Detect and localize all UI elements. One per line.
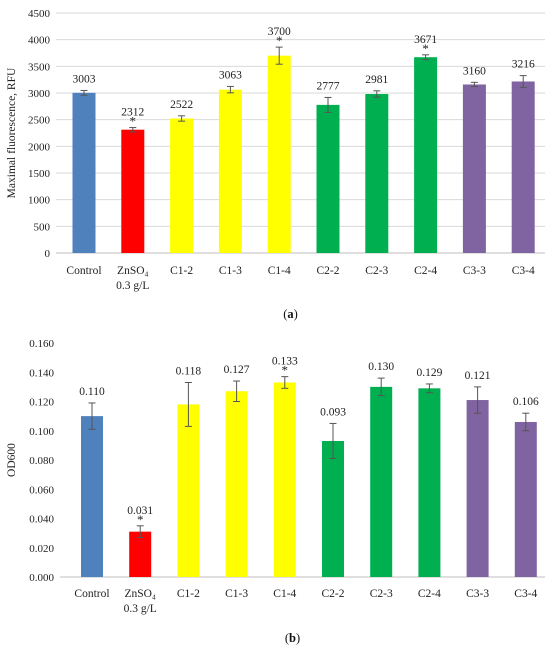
y-tick-label: 4000 (28, 35, 51, 47)
y-tick-label: 0.000 (29, 572, 54, 584)
data-label: 2777 (317, 80, 340, 92)
y-tick-label: 2500 (28, 115, 51, 127)
x-category-label: ZnSO₄ (124, 588, 156, 600)
x-category-label: Control (66, 265, 101, 277)
data-label: 0.110 (79, 386, 105, 398)
data-label: 0.106 (513, 396, 539, 408)
data-label: 0.127 (224, 364, 250, 376)
data-label: 0.031 (127, 505, 153, 517)
bar (72, 92, 96, 253)
y-tick-label: 2000 (28, 141, 51, 153)
y-tick-label: 0.120 (29, 397, 54, 409)
data-label: 2981 (365, 74, 388, 86)
y-tick-label: 0 (45, 248, 51, 260)
y-tick-label: 0.020 (29, 543, 54, 555)
panel-label: (a) (283, 307, 298, 321)
panel-b-bar-chart: 0.000 0.020 0.040 0.060 0.080 0.100 0.120 0.140… (6, 338, 545, 645)
y-tick-label: 1000 (28, 195, 51, 207)
significance-star: * (276, 33, 283, 48)
x-category-label: C3-3 (466, 588, 489, 600)
y-tick-label: 1500 (28, 168, 51, 180)
bar (170, 118, 194, 253)
data-label: 3216 (512, 59, 535, 71)
y-tick-label: 4500 (28, 8, 51, 20)
significance-star: * (130, 114, 137, 129)
bar (418, 388, 441, 577)
bar (514, 421, 537, 577)
x-category-label: C1-4 (268, 265, 291, 277)
x-category-label: C3-4 (514, 588, 537, 600)
data-label: 0.129 (416, 367, 442, 379)
data-label: 2312 (121, 107, 144, 119)
significance-star: * (422, 41, 429, 56)
bar (225, 391, 248, 577)
significance-star: * (137, 512, 144, 527)
x-category-label: C3-3 (463, 265, 486, 277)
x-category-label: 0.3 g/L (116, 280, 149, 292)
x-category-label: C2-4 (414, 265, 437, 277)
x-category-label: C2-3 (370, 588, 393, 600)
data-label: 3063 (219, 69, 242, 81)
x-category-label: C3-4 (512, 265, 535, 277)
y-tick-label: 3000 (28, 88, 51, 100)
data-label: 2522 (170, 99, 193, 111)
y-tick-label: 0.080 (29, 455, 54, 467)
bar (316, 104, 340, 253)
y-tick-label: 0.160 (29, 338, 54, 350)
x-category-label: C2-4 (418, 588, 441, 600)
x-category-label: Control (74, 588, 109, 600)
data-label: 3003 (73, 73, 96, 85)
x-category-label: C1-3 (225, 588, 248, 600)
bar (466, 400, 489, 577)
data-label: 0.130 (368, 361, 394, 373)
bar (218, 89, 242, 253)
bar (121, 129, 145, 253)
x-category-label: C2-2 (322, 588, 345, 600)
data-label: 3671 (414, 34, 437, 46)
data-label: 0.093 (320, 406, 346, 418)
bar (370, 386, 393, 577)
x-category-label: C1-2 (170, 265, 193, 277)
bar (273, 382, 296, 577)
data-label: 0.118 (176, 365, 202, 377)
bar (462, 84, 486, 253)
y-tick-label: 0.100 (29, 426, 54, 438)
y-tick-label: 0.040 (29, 514, 54, 526)
x-category-label: ZnSO₄ (117, 265, 149, 277)
y-tick-label: 0.140 (29, 367, 54, 379)
bar (322, 440, 344, 577)
x-category-label: C2-2 (317, 265, 340, 277)
y-axis-title: Maximal fluorescence, RFU (6, 67, 18, 198)
y-tick-label: 3500 (28, 61, 51, 73)
y-axis-title: OD600 (6, 443, 18, 477)
bar (414, 57, 438, 253)
data-label: 3160 (463, 65, 486, 77)
bar (177, 404, 200, 577)
significance-star: * (282, 363, 289, 378)
x-category-label: 0.3 g/L (124, 603, 157, 615)
y-tick-label: 500 (34, 221, 51, 233)
data-label: 0.133 (272, 356, 298, 368)
x-category-label: C1-4 (273, 588, 296, 600)
x-category-label: C2-3 (365, 265, 388, 277)
x-category-label: C1-2 (177, 588, 200, 600)
data-label: 0.121 (465, 370, 491, 382)
x-category-label: C1-3 (219, 265, 242, 277)
bar (365, 94, 389, 253)
bar (267, 55, 291, 253)
data-label: 3700 (268, 26, 291, 38)
bar (129, 531, 152, 577)
panel-a-bar-chart: 0 500 1000 1500 2000 2500 3000 3500 4000 4500 Maxi… (6, 8, 545, 321)
bar (511, 81, 535, 253)
panel-label: (b) (285, 631, 300, 645)
y-tick-label: 0.060 (29, 484, 54, 496)
bar (81, 416, 103, 577)
